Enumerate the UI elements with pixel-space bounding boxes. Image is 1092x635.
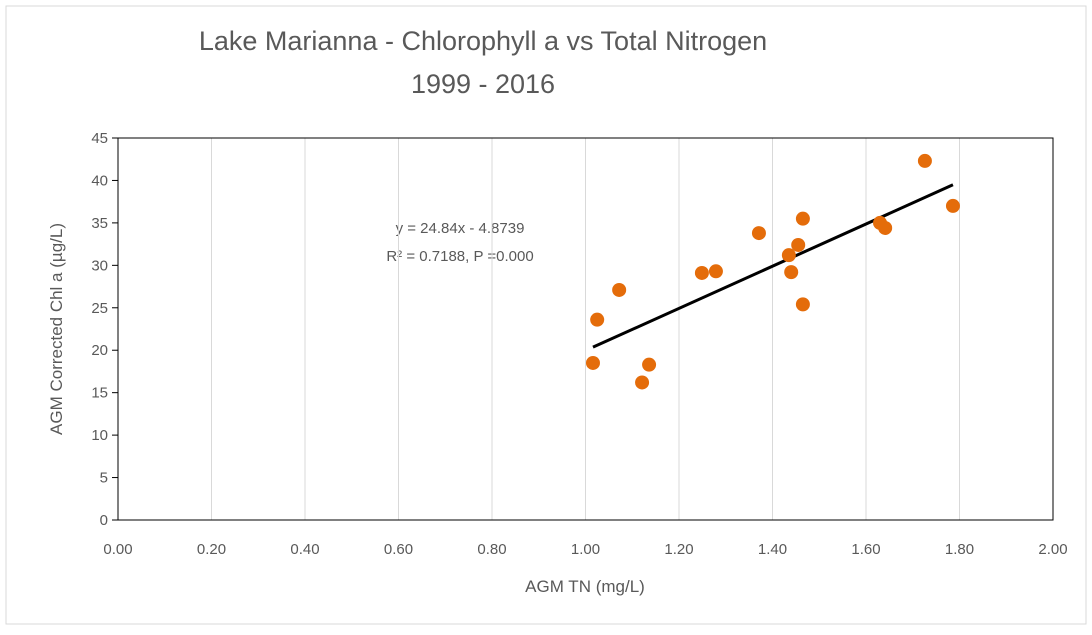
- y-tick-label: 25: [91, 300, 108, 317]
- point: [694, 265, 709, 280]
- x-axis-label: AGM TN (mg/L): [525, 577, 645, 596]
- y-tick-label: 45: [91, 130, 108, 147]
- equation: y = 24.84x - 4.8739: [396, 220, 525, 237]
- y-tick-label: 40: [91, 172, 108, 189]
- point: [795, 297, 810, 312]
- x-tick-label: 0.20: [197, 541, 226, 558]
- y-tick-label: 15: [91, 385, 108, 402]
- point: [635, 375, 650, 390]
- point: [590, 312, 605, 327]
- x-tick-label: 1.20: [664, 541, 693, 558]
- x-tick-label: 1.60: [851, 541, 880, 558]
- y-tick-label: 0: [100, 512, 108, 529]
- x-tick-label: 1.80: [945, 541, 974, 558]
- y-tick-label: 10: [91, 427, 108, 444]
- y-tick-label: 20: [91, 342, 108, 359]
- trendline: [592, 183, 954, 349]
- point: [585, 355, 600, 370]
- point: [791, 237, 806, 252]
- chart-frame: [5, 5, 1087, 625]
- x-tick-label: 2.00: [1038, 541, 1067, 558]
- chart-title: Lake Marianna - Chlorophyll a vs Total N…: [199, 26, 767, 56]
- point: [945, 198, 960, 213]
- x-tick-label: 0.00: [103, 541, 132, 558]
- y-tick-label: 35: [91, 215, 108, 232]
- point: [917, 153, 932, 168]
- x-tick-label: 0.60: [384, 541, 413, 558]
- chart-subtitle: 1999 - 2016: [411, 69, 555, 99]
- x-tick-label: 0.80: [477, 541, 506, 558]
- y-tick-label: 5: [100, 470, 108, 487]
- r-squared: R² = 0.7188, P =0.000: [386, 248, 533, 265]
- x-tick-label: 1.00: [571, 541, 600, 558]
- point: [612, 282, 627, 297]
- y-tick-label: 30: [91, 257, 108, 274]
- y-axis-label: AGM Corrected Chl a (µg/L): [47, 223, 66, 435]
- plot-border: [117, 137, 1054, 521]
- point: [708, 264, 723, 279]
- point: [795, 211, 810, 226]
- x-tick-label: 0.40: [290, 541, 319, 558]
- point: [781, 248, 796, 263]
- point: [878, 220, 893, 235]
- x-tick-label: 1.40: [758, 541, 787, 558]
- point: [784, 265, 799, 280]
- point: [751, 226, 766, 241]
- point: [642, 357, 657, 372]
